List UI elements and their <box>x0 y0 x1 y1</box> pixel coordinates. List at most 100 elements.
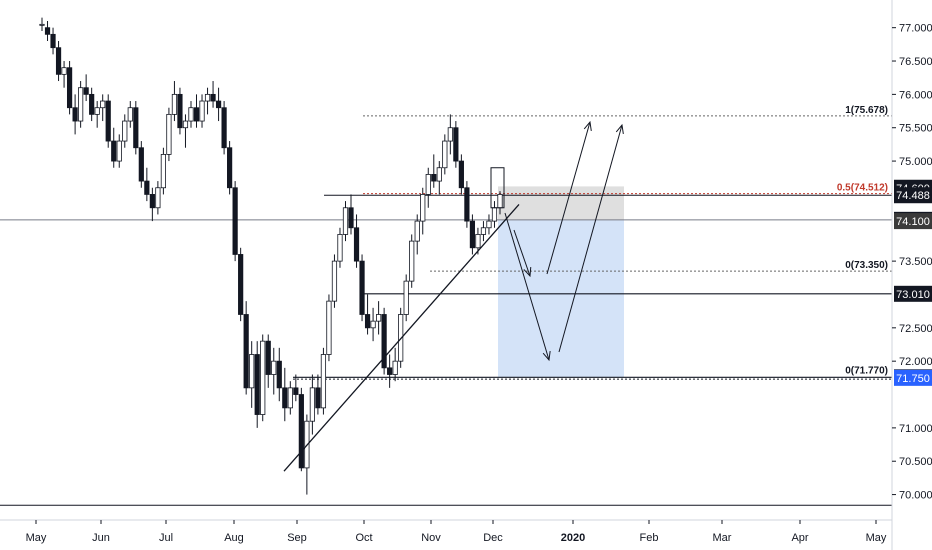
candle-body <box>127 107 133 122</box>
candle <box>475 227 481 255</box>
candle <box>61 61 67 88</box>
candle <box>282 367 288 422</box>
candle-body <box>66 67 73 109</box>
time-tick-label: Jun <box>92 532 110 544</box>
price-tick-label: 72.500 <box>899 323 932 335</box>
time-tick-label: Mar <box>713 532 732 544</box>
candle-body <box>414 220 420 242</box>
time-tick-label: May <box>26 532 47 544</box>
time-axis[interactable]: May Jun Jul Aug Sep Oct Nov Dec 2020 Feb Mar Apr May <box>0 519 892 544</box>
candle-body <box>39 23 45 26</box>
candle <box>364 294 371 335</box>
candle <box>331 254 338 308</box>
arrow-shaft <box>558 124 623 353</box>
price-tick-label: 75.000 <box>899 156 932 168</box>
candle-body <box>160 154 166 189</box>
candle-body <box>227 147 233 189</box>
candle <box>315 374 321 415</box>
trade-zones <box>498 186 624 378</box>
candle <box>83 74 89 102</box>
price-tick-label: 77.000 <box>899 23 932 35</box>
candle-body <box>342 207 349 235</box>
price-badge-bg <box>894 187 932 204</box>
candle-body <box>265 340 271 375</box>
price-badge-bg <box>894 369 932 386</box>
candle-body <box>364 314 371 329</box>
fib-annotation-label: 0(71.770) <box>845 366 888 377</box>
candle <box>271 347 277 395</box>
candle <box>409 234 415 288</box>
candle <box>138 141 144 188</box>
candle <box>425 167 431 208</box>
candle <box>50 27 56 55</box>
time-tick-label: Jul <box>159 532 173 544</box>
candle-body <box>370 320 376 329</box>
price-badge-label: 74.488 <box>896 190 930 202</box>
candle <box>320 347 327 415</box>
price-tick-label: 76.000 <box>899 89 932 101</box>
candle-body <box>61 67 67 75</box>
price-axis[interactable]: 77.000 76.500 76.000 75.500 75.000 73.500 72.5… <box>891 0 932 550</box>
candle <box>249 341 255 408</box>
candle <box>442 134 448 175</box>
candle-body <box>44 27 51 35</box>
price-tick-label: 70.000 <box>899 490 932 502</box>
candle <box>221 101 227 155</box>
candle-body <box>171 93 178 115</box>
highlight-box <box>490 167 505 209</box>
arrow-shaft <box>513 229 531 277</box>
candle-body <box>193 107 200 122</box>
candle-body <box>105 100 111 142</box>
candle <box>127 101 133 128</box>
candle <box>227 141 233 195</box>
drawing-tools <box>283 120 624 472</box>
candle <box>276 347 282 402</box>
candle <box>381 307 387 375</box>
price-tick-label: 76.500 <box>899 56 932 68</box>
candle <box>149 187 155 222</box>
candle-body <box>204 93 211 102</box>
price-tick-label: 75.500 <box>899 123 932 135</box>
candle-body <box>420 194 426 222</box>
arrow-head <box>542 351 551 362</box>
candle-body <box>133 107 139 149</box>
price-badge: 73.010 <box>894 285 932 302</box>
candle-body <box>55 47 62 75</box>
candle <box>182 114 189 148</box>
candle-body <box>83 87 89 95</box>
price-badge: 74.488 <box>894 187 932 204</box>
candle-body <box>348 207 354 229</box>
candle <box>188 101 194 128</box>
candle <box>160 147 166 195</box>
candle-body <box>331 260 338 302</box>
candle-body <box>276 360 282 389</box>
fibonacci-labels: 1(75.678) 0.5(74.512) 0(73.350) 0(71.770) <box>837 105 888 377</box>
arrow-shaft <box>504 212 550 361</box>
candle-body <box>199 100 205 122</box>
price-badge: 74.100 <box>894 213 932 230</box>
candle-body <box>287 387 293 409</box>
candle <box>122 114 128 148</box>
price-badge-label: 73.010 <box>896 289 930 301</box>
candle <box>94 101 100 128</box>
candle <box>337 227 343 268</box>
candle <box>431 154 437 188</box>
candle <box>403 274 409 322</box>
candle-body <box>177 93 183 129</box>
price-badge: 71.750 <box>894 369 932 386</box>
candle <box>260 334 266 422</box>
candle <box>254 341 260 428</box>
fib-annotation-label: 0.5(74.512) <box>837 183 888 194</box>
price-badge-label: 74.100 <box>896 216 930 228</box>
candle <box>265 334 271 388</box>
candle-body <box>232 187 238 255</box>
candle-body <box>144 180 150 195</box>
candle <box>199 94 205 128</box>
price-tick-label: 70.500 <box>899 456 932 468</box>
candle <box>359 254 365 322</box>
candle <box>78 81 84 128</box>
candle-body <box>359 260 365 315</box>
candle-body <box>249 354 255 389</box>
candle <box>436 161 442 195</box>
